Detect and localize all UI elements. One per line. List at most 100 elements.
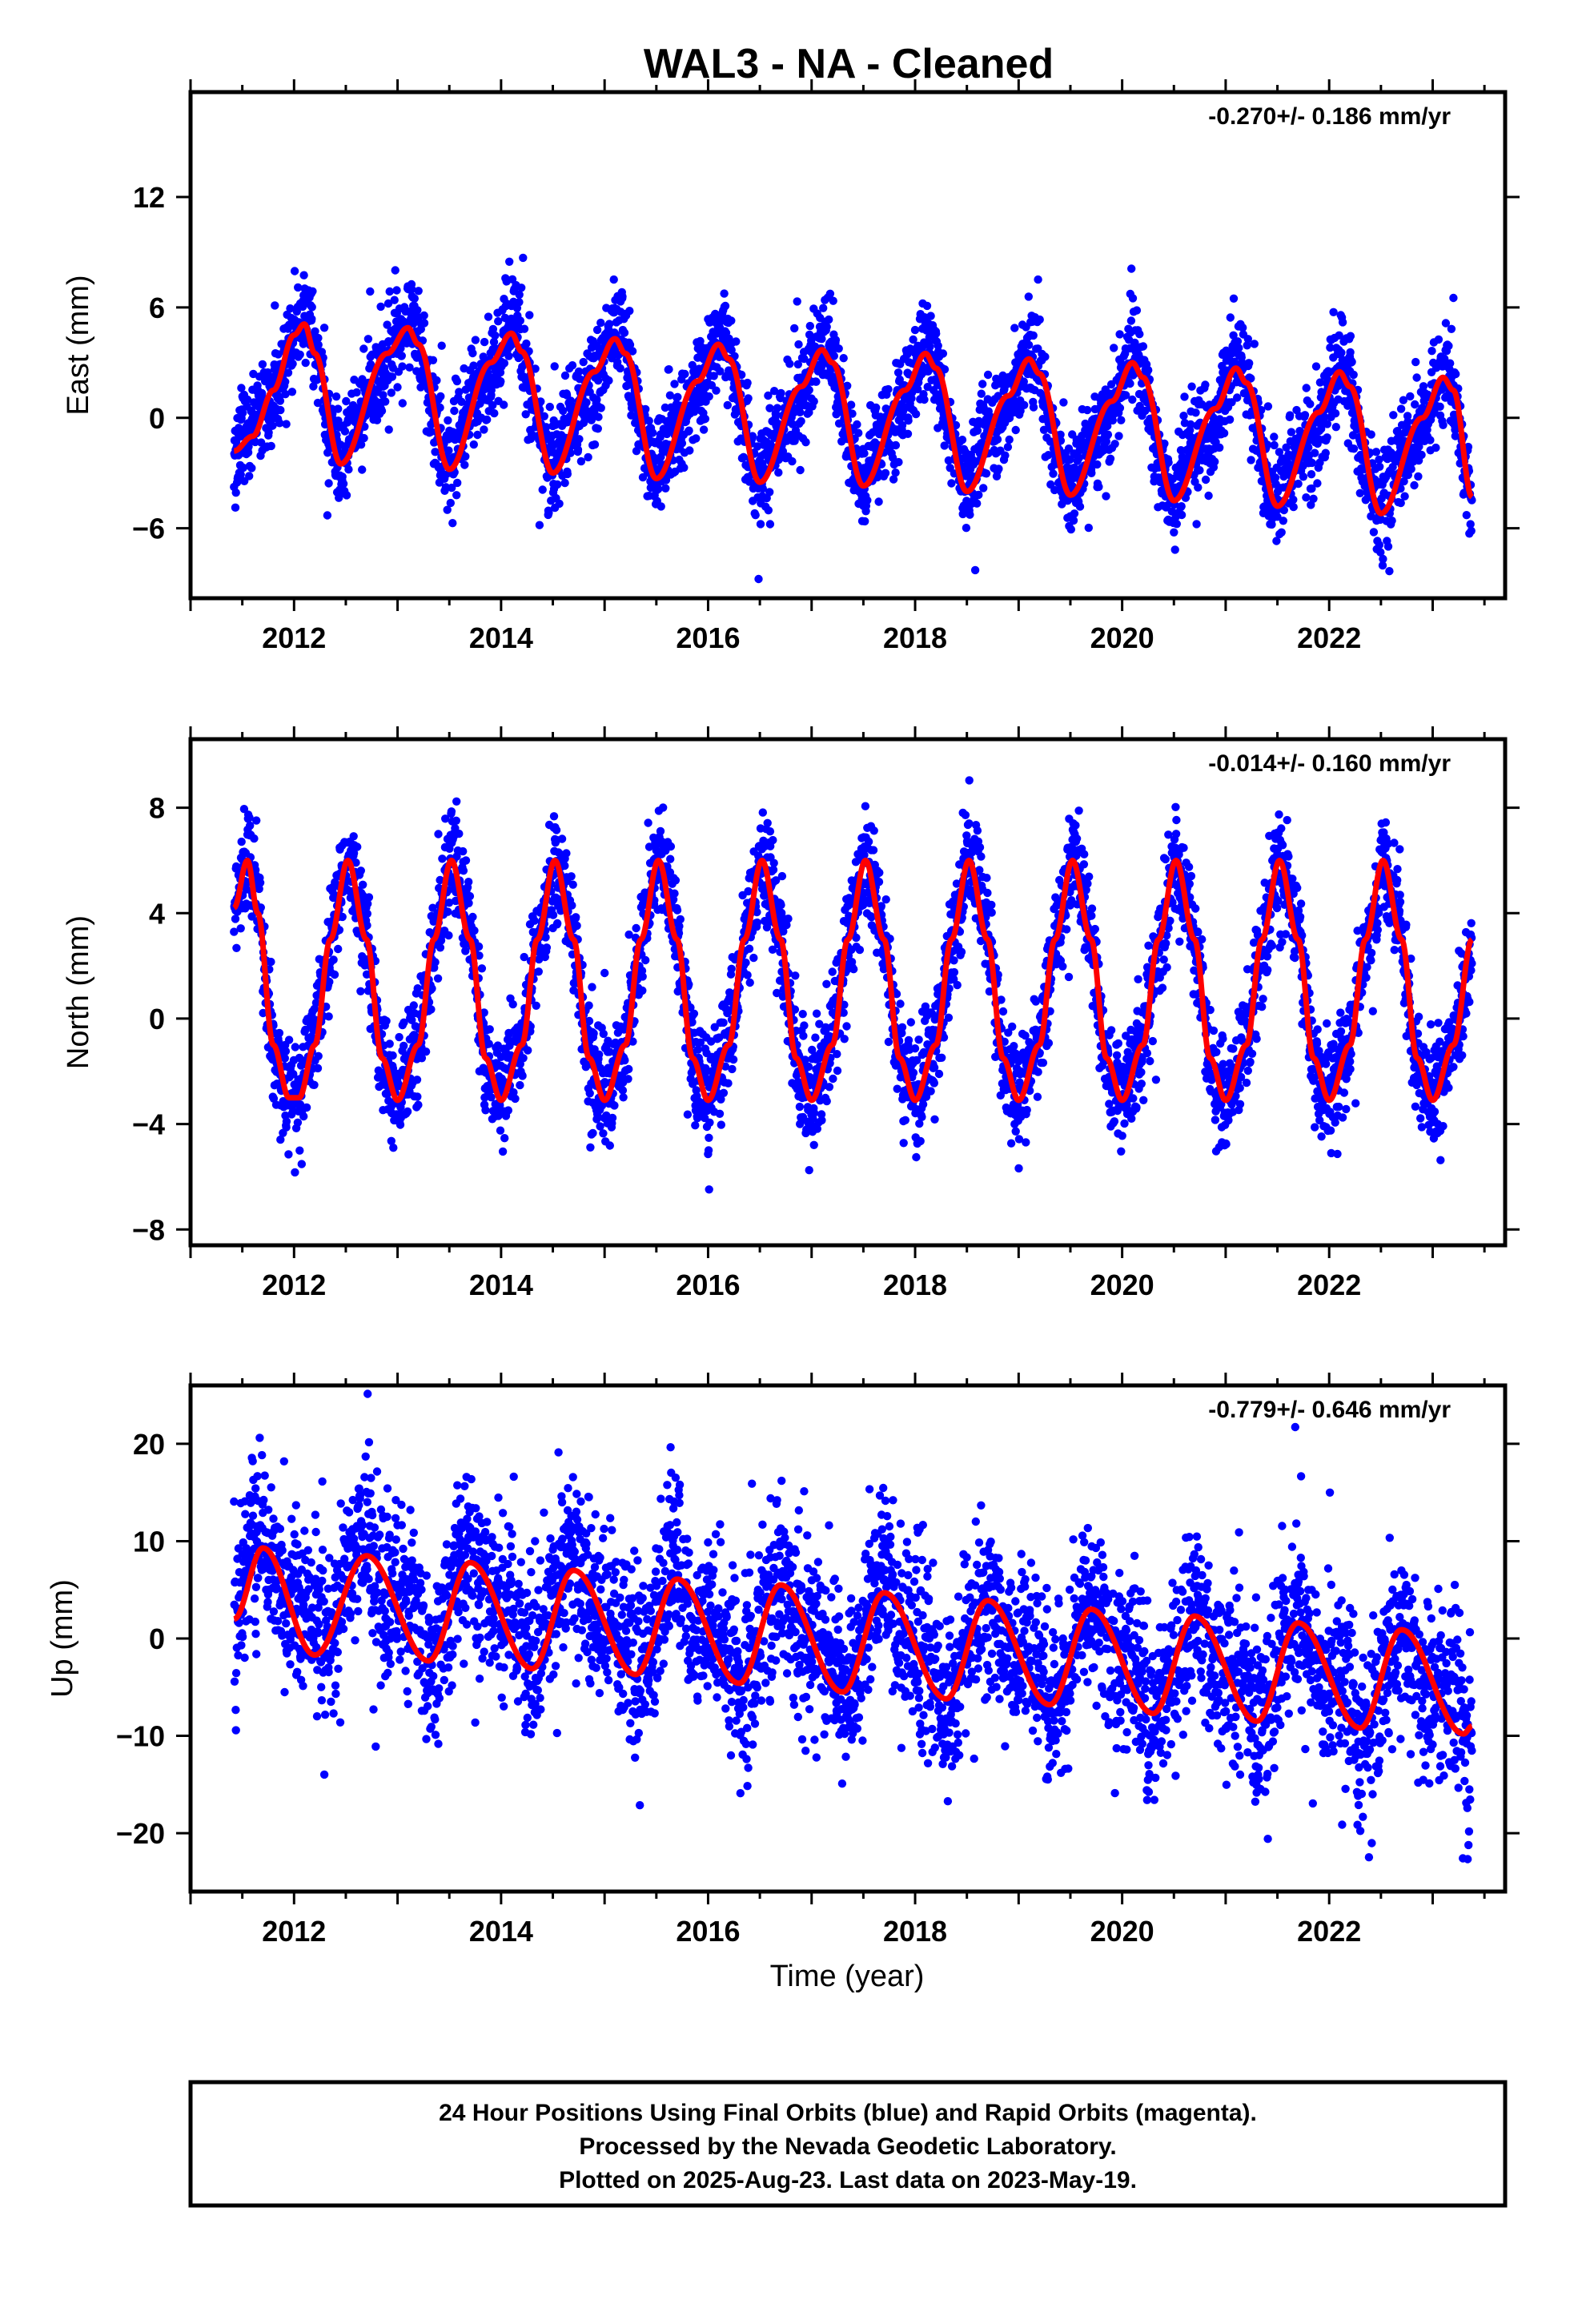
data-point [1349,444,1359,453]
data-point [444,416,452,425]
x-tick-label: 2014 [469,621,533,654]
data-point [1225,415,1235,424]
data-point [618,292,627,301]
data-point [542,423,551,432]
data-point [282,420,291,428]
data-point [940,365,950,374]
data-point [281,377,290,386]
data-point [359,433,368,443]
data-point [398,362,407,371]
data-point [1102,492,1110,501]
data-point [1179,412,1188,420]
data-point [538,485,547,494]
data-point [1321,448,1331,457]
data-point [796,408,805,416]
data-point [446,498,455,508]
data-point [765,488,774,497]
data-point [1431,443,1440,452]
data-point [765,520,775,529]
data-point [443,505,452,514]
data-point [1245,359,1254,368]
data-point [448,519,457,528]
data-point [231,503,240,512]
data-point [282,1117,291,1126]
data-point [894,457,903,467]
data-point [457,397,466,406]
data-point [255,879,265,887]
data-point [579,357,588,367]
data-point [829,352,839,360]
data-point [559,406,568,416]
data-point [299,1112,308,1121]
data-point [353,842,362,851]
data-point [1094,482,1103,492]
data-point [1093,460,1102,469]
data-point [1462,511,1472,520]
data-point [330,970,339,979]
data-point [1434,335,1443,344]
data-point [800,354,809,364]
data-point [911,409,921,419]
data-point [432,376,441,385]
data-point [1170,545,1179,554]
data-point [291,1168,299,1177]
east-rate-label: -0.270+/- 0.186 mm/yr [1208,103,1451,130]
data-point [379,391,387,400]
data-point [966,510,974,519]
data-point [385,287,394,296]
data-point [319,324,329,332]
data-point [420,319,429,328]
data-point [1126,316,1136,325]
data-point [922,301,932,311]
data-point [801,438,810,447]
data-point [431,448,440,456]
data-point [910,325,920,335]
data-point [665,365,673,374]
data-point [699,425,709,434]
data-point [685,446,694,455]
data-point [252,816,261,825]
data-point [461,452,470,461]
data-point [459,866,468,875]
data-point [413,984,422,993]
data-point [496,377,505,386]
data-point [231,489,240,497]
data-point [275,396,285,405]
data-point [1452,369,1460,379]
data-point [737,370,746,380]
data-point [250,834,259,843]
data-point [825,315,833,324]
data-point [283,368,293,377]
data-point [302,1103,311,1112]
data-point [765,404,774,412]
data-point [1346,332,1355,340]
data-point [592,325,602,335]
data-point [356,866,365,875]
data-point [1385,567,1394,576]
data-point [582,398,591,407]
data-point [236,924,245,933]
data-point [1075,502,1085,511]
data-point [1110,344,1118,352]
data-point [1337,348,1346,357]
data-point [1347,357,1356,367]
data-point [470,926,479,935]
data-point [616,364,624,373]
data-point [390,296,399,304]
data-point [590,440,600,449]
data-point [1427,347,1436,356]
data-point [696,336,705,346]
data-point [805,385,813,395]
data-point [1444,341,1453,351]
data-point [1311,448,1319,457]
data-point [409,1001,418,1010]
data-point [1084,523,1094,533]
data-point [1349,370,1358,380]
data-point [403,1107,412,1116]
data-point [301,358,310,368]
data-point [1029,403,1038,412]
data-point [563,469,572,479]
data-point [793,360,802,369]
data-point [756,520,765,529]
data-point [739,452,748,461]
